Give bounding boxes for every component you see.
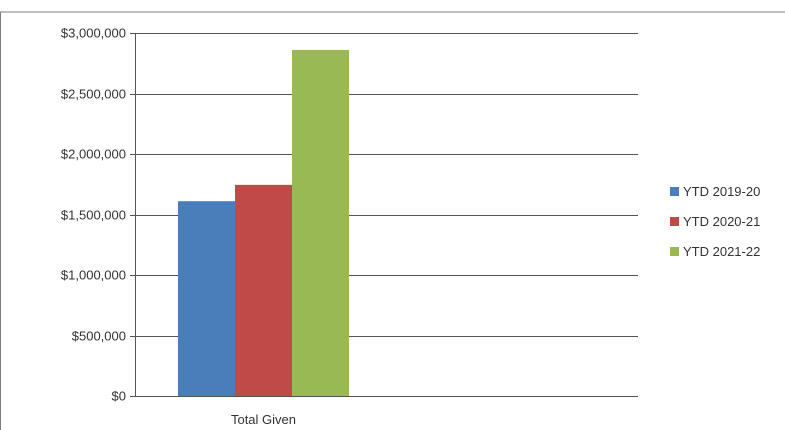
x-axis: Total Given — [231, 412, 296, 427]
legend-swatch — [670, 217, 679, 226]
y-tick-label: $1,500,000 — [61, 208, 126, 223]
x-category-label: Total Given — [231, 412, 296, 427]
y-axis: $0 $500,000 $1,000,000 $1,500,000 $2,000,000… — [61, 26, 136, 404]
y-tick-label: $2,000,000 — [61, 147, 126, 162]
legend-label: YTD 2020-21 — [683, 214, 760, 229]
y-tick-label: $500,000 — [72, 329, 126, 344]
bar-ytd-2021-22 — [292, 49, 349, 396]
legend-swatch — [670, 187, 679, 196]
y-tick-label: $1,000,000 — [61, 268, 126, 283]
legend-label: YTD 2021-22 — [683, 244, 760, 259]
bars — [178, 49, 349, 396]
legend-label: YTD 2019-20 — [683, 184, 760, 199]
y-tick-label: $3,000,000 — [61, 26, 126, 41]
legend: YTD 2019-20 YTD 2020-21 YTD 2021-22 — [670, 184, 760, 259]
bar-ytd-2020-21 — [235, 184, 292, 396]
bar-ytd-2019-20 — [178, 201, 235, 396]
y-tick-label: $2,500,000 — [61, 87, 126, 102]
y-tick-label: $0 — [112, 389, 126, 404]
legend-swatch — [670, 247, 679, 256]
